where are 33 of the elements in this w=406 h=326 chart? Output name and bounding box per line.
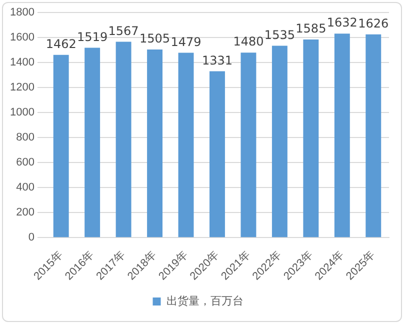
bar — [272, 46, 288, 238]
legend-label: 出货量，百万台 — [166, 294, 244, 308]
bar — [240, 52, 256, 238]
data-label: 1632 — [326, 16, 358, 30]
y-tick-label: 1200 — [10, 82, 34, 94]
data-label: 1535 — [264, 28, 295, 42]
data-label: 1479 — [170, 34, 202, 49]
bar — [84, 48, 100, 238]
bar — [147, 49, 163, 238]
data-label: 1567 — [108, 24, 139, 38]
bar — [210, 71, 225, 238]
y-tick-label: 200 — [16, 206, 34, 219]
bar — [303, 39, 319, 238]
bar — [53, 54, 69, 238]
data-label: 1585 — [296, 22, 326, 36]
bar — [334, 34, 350, 238]
y-tick-label: 400 — [16, 182, 34, 194]
y-tick-label: 1600 — [10, 32, 34, 44]
bar — [116, 42, 132, 238]
y-tick-label: 1800 — [10, 6, 34, 19]
bar — [366, 34, 382, 238]
y-tick-label: 0 — [28, 232, 34, 244]
data-label: 1519 — [77, 30, 108, 44]
data-label: 1462 — [46, 36, 76, 51]
bar — [178, 52, 194, 238]
data-label: 1480 — [233, 34, 264, 49]
y-tick-label: 600 — [16, 156, 34, 169]
y-tick-label: 1000 — [10, 106, 34, 119]
data-label: 1331 — [202, 53, 233, 68]
data-label: 1505 — [140, 32, 170, 46]
y-tick-label: 1400 — [10, 56, 34, 69]
data-label: 1626 — [358, 16, 389, 30]
y-tick-label: 800 — [16, 132, 34, 144]
